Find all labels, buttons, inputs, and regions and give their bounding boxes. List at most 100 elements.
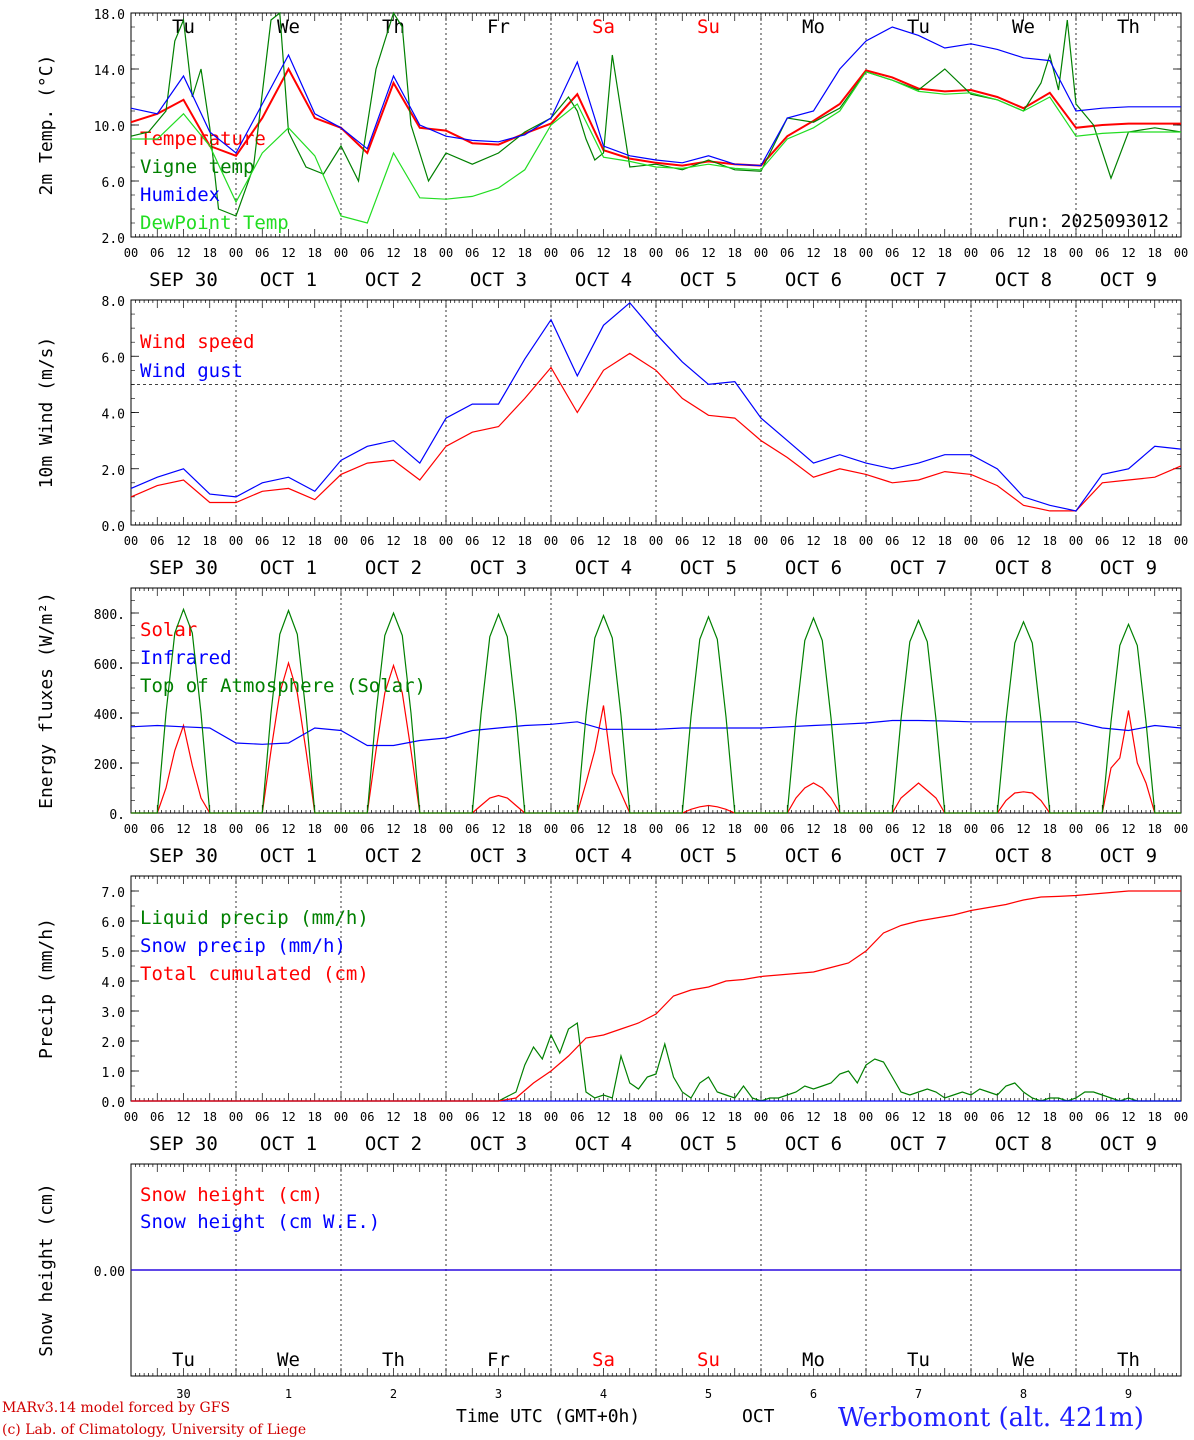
date-label: OCT 3 bbox=[470, 557, 527, 579]
hour-label: 00 bbox=[1174, 246, 1188, 260]
hour-label: 12 bbox=[281, 246, 295, 260]
series-line-dewpoint-temp bbox=[131, 71, 1181, 224]
hour-label: 00 bbox=[1069, 822, 1083, 836]
hour-label: 00 bbox=[859, 534, 873, 548]
hour-label: 00 bbox=[1174, 1110, 1188, 1124]
hour-label: 06 bbox=[360, 246, 374, 260]
time-axis-title: Time UTC (GMT+0h) bbox=[456, 1406, 640, 1427]
hour-label: 00 bbox=[229, 534, 243, 548]
y-tick-label: 400. bbox=[94, 708, 125, 723]
date-label: OCT 1 bbox=[260, 845, 317, 867]
panel-5: 0.00 Snow height (cm) Tu We Th Fr Sa Su Mo Tu We Th… bbox=[36, 1163, 1182, 1401]
date-label: OCT 9 bbox=[1100, 845, 1157, 867]
legend-label: Total cumulated (cm) bbox=[140, 963, 369, 985]
hour-label: 00 bbox=[124, 1110, 138, 1124]
y-axis-label: 10m Wind (m/s) bbox=[36, 337, 57, 489]
date-label: OCT 8 bbox=[995, 269, 1052, 291]
hour-label: 18 bbox=[1043, 1110, 1057, 1124]
series-line-wind-speed bbox=[130, 352, 1182, 512]
series-line-temperature bbox=[130, 66, 1181, 167]
date-label: OCT 5 bbox=[680, 557, 737, 579]
hour-label: 18 bbox=[518, 246, 532, 260]
y-tick-label: 4.0 bbox=[102, 976, 125, 991]
legend-label: Vigne temp bbox=[140, 156, 254, 178]
date-label: SEP 30 bbox=[149, 845, 218, 867]
day-label: Su bbox=[697, 1349, 720, 1371]
hour-label: 12 bbox=[386, 246, 400, 260]
day-label: Tu bbox=[172, 1349, 195, 1371]
hour-label: 06 bbox=[780, 1110, 794, 1124]
hour-label: 06 bbox=[360, 822, 374, 836]
hour-label: 18 bbox=[1043, 534, 1057, 548]
hour-label: 00 bbox=[1174, 534, 1188, 548]
hour-label: 06 bbox=[885, 246, 899, 260]
day-label: Mo bbox=[802, 16, 825, 38]
date-label: OCT 9 bbox=[1100, 1133, 1157, 1155]
hour-label: 06 bbox=[885, 534, 899, 548]
y-tick-label: 7.0 bbox=[102, 886, 125, 901]
y-tick-label: 6.0 bbox=[102, 351, 125, 366]
hour-label: 12 bbox=[911, 822, 925, 836]
date-label: SEP 30 bbox=[149, 269, 218, 291]
date-label: OCT 2 bbox=[365, 269, 422, 291]
day-number: 1 bbox=[285, 1387, 292, 1401]
hour-label: 18 bbox=[1148, 822, 1162, 836]
hour-label: 06 bbox=[255, 822, 269, 836]
day-number: 2 bbox=[390, 1387, 397, 1401]
day-label: Th bbox=[382, 16, 405, 38]
y-tick-label: 3.0 bbox=[102, 1006, 125, 1021]
date-label: OCT 4 bbox=[575, 557, 632, 579]
hour-label: 18 bbox=[413, 534, 427, 548]
hour-label: 18 bbox=[1043, 822, 1057, 836]
legend-label: Top of Atmosphere (Solar) bbox=[140, 675, 426, 697]
legend-label: Humidex bbox=[140, 184, 220, 206]
date-label: OCT 1 bbox=[260, 1133, 317, 1155]
hour-label: 06 bbox=[990, 1110, 1004, 1124]
hour-label: 00 bbox=[964, 534, 978, 548]
hour-label: 06 bbox=[150, 534, 164, 548]
y-tick-label: 6.0 bbox=[102, 176, 125, 191]
hour-label: 06 bbox=[465, 1110, 479, 1124]
hour-label: 18 bbox=[308, 1110, 322, 1124]
hour-label: 00 bbox=[544, 1110, 558, 1124]
legend-label: DewPoint Temp bbox=[140, 212, 289, 234]
hour-label: 18 bbox=[203, 534, 217, 548]
date-label: OCT 7 bbox=[890, 557, 947, 579]
hour-label: 12 bbox=[1016, 246, 1030, 260]
y-tick-label: 2.0 bbox=[102, 232, 125, 247]
y-tick-label: 200. bbox=[94, 758, 125, 773]
y-tick-label: 0. bbox=[109, 808, 125, 823]
lab-credit: (c) Lab. of Climatology, University of L… bbox=[2, 1422, 306, 1438]
hour-label: 18 bbox=[308, 822, 322, 836]
hour-label: 18 bbox=[623, 246, 637, 260]
y-tick-label: 0.0 bbox=[102, 520, 125, 535]
hour-label: 18 bbox=[728, 822, 742, 836]
hour-label: 00 bbox=[754, 534, 768, 548]
hour-label: 18 bbox=[413, 1110, 427, 1124]
hour-label: 00 bbox=[439, 534, 453, 548]
hour-label: 00 bbox=[1069, 1110, 1083, 1124]
hour-label: 18 bbox=[728, 1110, 742, 1124]
hour-label: 12 bbox=[911, 1110, 925, 1124]
date-label: OCT 2 bbox=[365, 845, 422, 867]
hour-label: 06 bbox=[885, 1110, 899, 1124]
hour-label: 00 bbox=[1069, 534, 1083, 548]
hour-label: 00 bbox=[859, 822, 873, 836]
y-tick-label: 0.0 bbox=[102, 1096, 125, 1111]
hour-label: 06 bbox=[1095, 1110, 1109, 1124]
hour-label: 06 bbox=[780, 822, 794, 836]
hour-label: 12 bbox=[491, 1110, 505, 1124]
hour-label: 06 bbox=[675, 534, 689, 548]
day-label: Su bbox=[697, 16, 720, 38]
hour-label: 18 bbox=[308, 246, 322, 260]
day-label: Fr bbox=[487, 16, 510, 38]
panel-4: 0.0 1.0 2.0 3.0 4.0 5.0 6.0 7.0 Precip (mm/h) 00 0… bbox=[36, 875, 1188, 1155]
day-label: We bbox=[1012, 1349, 1035, 1371]
y-axis-label: Snow height (cm) bbox=[36, 1183, 57, 1356]
hour-label: 12 bbox=[806, 822, 820, 836]
date-label: OCT 9 bbox=[1100, 557, 1157, 579]
hour-label: 12 bbox=[596, 822, 610, 836]
day-number: 3 bbox=[495, 1387, 502, 1401]
date-label: OCT 4 bbox=[575, 269, 632, 291]
hour-label: 00 bbox=[754, 246, 768, 260]
